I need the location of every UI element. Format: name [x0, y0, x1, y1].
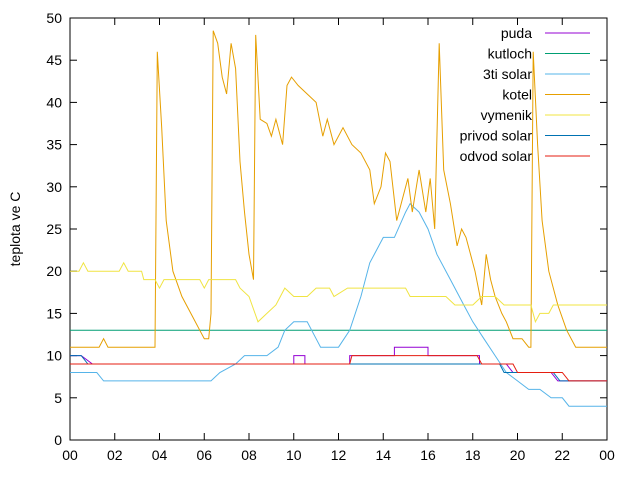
- x-tick-label: 20: [510, 447, 526, 463]
- x-axis: 00 02 04 06 08 10 12 14 16 18 20 22 00: [62, 18, 615, 463]
- x-tick-label: 02: [107, 447, 123, 463]
- x-tick-label: 16: [420, 447, 436, 463]
- y-tick-label: 15: [46, 305, 62, 321]
- x-tick-label: 08: [241, 447, 257, 463]
- x-tick-label: 22: [554, 447, 570, 463]
- legend-label: kotel: [502, 87, 532, 103]
- y-tick-label: 5: [54, 390, 62, 406]
- legend-label: odvod solar: [460, 148, 533, 164]
- x-tick-label: 00: [599, 447, 615, 463]
- y-tick-label: 10: [46, 348, 62, 364]
- x-tick-label: 18: [465, 447, 481, 463]
- x-tick-label: 06: [196, 447, 212, 463]
- legend-label: 3ti solar: [483, 66, 532, 82]
- y-tick-label: 25: [46, 221, 62, 237]
- x-tick-label: 10: [286, 447, 302, 463]
- series-line-vymenik: [70, 261, 607, 324]
- y-tick-label: 40: [46, 94, 62, 110]
- legend-label: kutloch: [488, 46, 532, 62]
- y-tick-label: 30: [46, 179, 62, 195]
- legend-label: vymenik: [481, 107, 533, 123]
- y-tick-label: 20: [46, 263, 62, 279]
- legend: puda kutloch 3ti solar kotel vymenik privod s…: [460, 25, 590, 164]
- y-tick-label: 50: [46, 10, 62, 26]
- x-tick-label: 04: [152, 447, 168, 463]
- legend-label: puda: [501, 25, 532, 41]
- series-line-odvod-solar: [70, 355, 607, 382]
- y-axis-title: teplota ve C: [7, 192, 23, 267]
- y-tick-label: 35: [46, 137, 62, 153]
- series-line-3ti-solar: [70, 202, 607, 407]
- series-lines: [70, 30, 607, 407]
- x-tick-label: 00: [62, 447, 78, 463]
- x-tick-label: 12: [331, 447, 347, 463]
- y-axis: 0 5 10 15 20 25 30 35 40 45 50: [46, 10, 607, 448]
- series-line-privod-solar: [70, 355, 607, 382]
- series-line-kotel: [70, 30, 607, 348]
- x-tick-label: 14: [375, 447, 391, 463]
- legend-label: privod solar: [460, 128, 533, 144]
- series-line-puda: [70, 346, 607, 382]
- y-tick-label: 0: [54, 432, 62, 448]
- y-tick-label: 45: [46, 52, 62, 68]
